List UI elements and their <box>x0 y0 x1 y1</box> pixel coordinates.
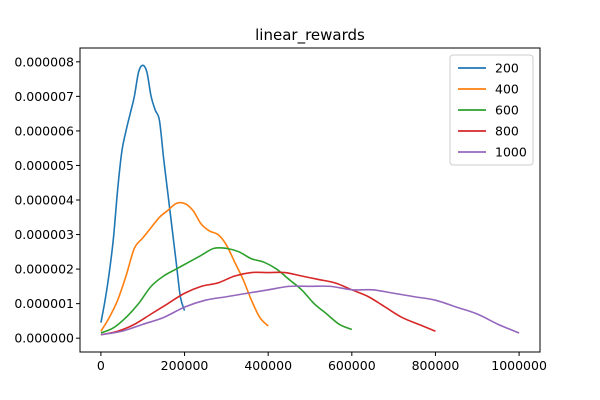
y-tick-label: 0.000005 <box>14 158 74 173</box>
y-tick-label: 0.000003 <box>14 227 74 242</box>
legend-label-1000: 1000 <box>495 145 527 160</box>
y-tick-label: 0.000006 <box>14 123 74 138</box>
y-tick-label: 0.000001 <box>14 296 74 311</box>
x-tick-label: 200000 <box>161 358 209 373</box>
series-layer <box>100 64 520 336</box>
legend-label-400: 400 <box>495 82 519 97</box>
legend-label-600: 600 <box>495 103 519 118</box>
legend-box <box>449 54 534 166</box>
legend-label-800: 800 <box>495 124 519 139</box>
x-tick-label: 600000 <box>328 358 376 373</box>
series-line-600 <box>100 246 353 334</box>
x-tick-label: 1000000 <box>491 358 547 373</box>
chart-title: linear_rewards <box>255 26 365 45</box>
legend: 200 400 600 800 1000 <box>449 54 534 166</box>
x-tick-label: 0 <box>97 358 105 373</box>
y-tick-label: 0.000008 <box>14 54 74 69</box>
y-tick-label: 0.000002 <box>14 262 74 277</box>
x-axis: 0 200000 400000 600000 800000 1000000 <box>97 352 547 373</box>
y-tick-label: 0.000007 <box>14 89 74 104</box>
x-tick-label: 400000 <box>244 358 292 373</box>
y-tick-label: 0.000004 <box>14 193 74 208</box>
legend-label-200: 200 <box>495 61 519 76</box>
series-line-400 <box>100 201 269 332</box>
y-axis: 0.000000 0.000001 0.000002 0.000003 0.000004… <box>14 54 80 346</box>
x-tick-label: 800000 <box>412 358 460 373</box>
series-line-1000 <box>100 285 520 336</box>
y-tick-label: 0.000000 <box>14 331 74 346</box>
series-line-800 <box>100 271 436 336</box>
series-line-200 <box>100 64 186 323</box>
